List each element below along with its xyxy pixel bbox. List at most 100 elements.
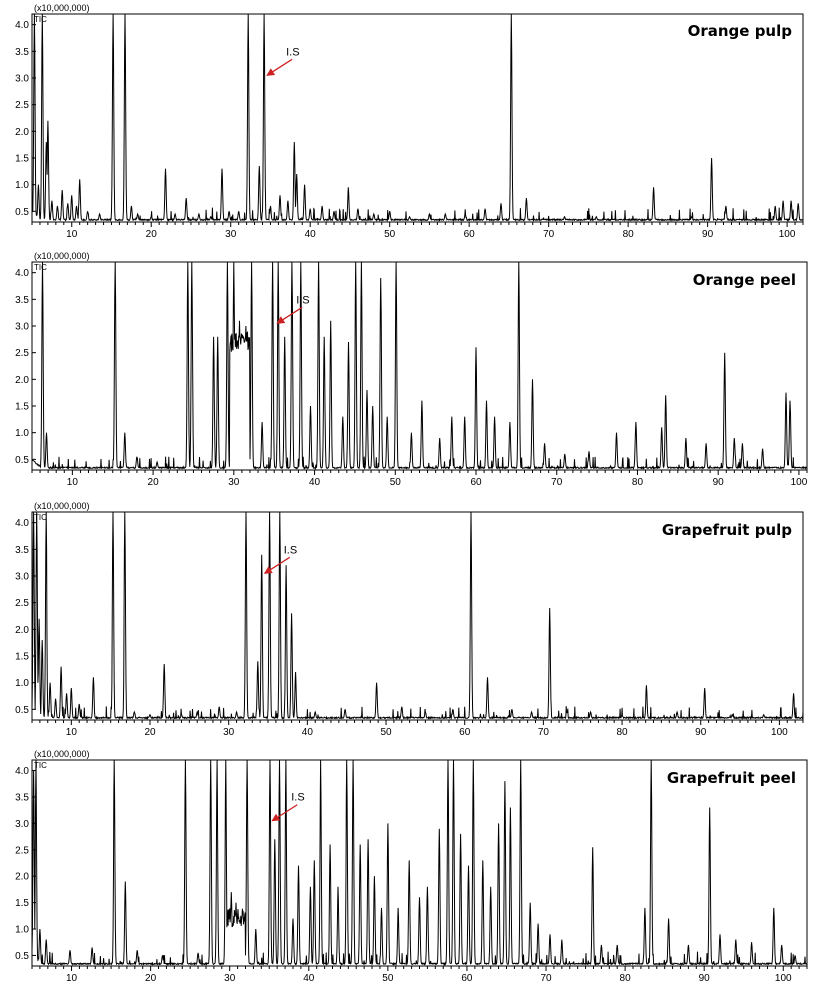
x-tick-label: 70: [551, 477, 563, 488]
x-tick-label: 30: [224, 973, 236, 984]
x-tick-label: 80: [616, 727, 628, 738]
tic-label: TIC: [34, 15, 47, 24]
x-axis: 10 20 30 40 50 60 70 80 90 100: [31, 966, 808, 984]
y-tick-label: 2.5: [15, 845, 29, 856]
x-tick-label: 20: [145, 973, 157, 984]
panel-title: Grapefruit peel: [667, 769, 796, 787]
y-tick-label: 2.0: [15, 872, 29, 883]
y-tick-label: 0.5: [15, 951, 29, 962]
y-tick-label: 2.5: [15, 598, 29, 609]
tic-label: TIC: [34, 513, 47, 522]
is-arrow-icon: [263, 556, 291, 574]
panel-title: Orange pulp: [688, 22, 793, 40]
y-tick-label: 1.5: [15, 402, 29, 413]
tic-label: TIC: [34, 761, 47, 770]
x-tick-label: 90: [695, 727, 707, 738]
y-tick-label: 2.0: [15, 375, 29, 386]
y-tick-label: 2.5: [15, 348, 29, 359]
y-tick-label: 4.0: [15, 20, 29, 31]
x-tick-label: 50: [384, 229, 396, 240]
x-tick-label: 70: [543, 229, 555, 240]
plot-frame: [31, 13, 804, 223]
x-tick-label: 40: [305, 229, 317, 240]
y-tick-label: 1.0: [15, 925, 29, 936]
x-tick-label: 70: [538, 727, 550, 738]
x-tick-label: 60: [459, 727, 471, 738]
y-tick-label: 4.0: [15, 268, 29, 279]
is-arrow-icon: [271, 804, 298, 822]
x-tick-label: 20: [144, 727, 156, 738]
y-tick-label: 4.0: [15, 518, 29, 529]
y-tick-label: 3.5: [15, 792, 29, 803]
y-tick-label: 2.5: [15, 100, 29, 111]
y-tick-label: 3.5: [15, 295, 29, 306]
x-tick-label: 60: [461, 973, 473, 984]
y-tick-label: 3.0: [15, 572, 29, 583]
y-tick-label: 4.0: [15, 766, 29, 777]
y-tick-label: 1.0: [15, 428, 29, 439]
x-tick-label: 80: [623, 229, 635, 240]
panel-title: Grapefruit pulp: [662, 521, 792, 539]
y-tick-label: 3.0: [15, 819, 29, 830]
chromatogram-panel-orange-pulp: 0.5 1.0 1.5 2.0 2.5 3.0 3.5 4.0 10 20 30 40 50 60 70 8…: [15, 3, 804, 240]
x-axis: 10 20 30 40 50 60 70 80 90 100: [31, 720, 804, 738]
x-tick-label: 30: [225, 229, 237, 240]
is-arrow-icon: [266, 58, 293, 76]
x-tick-label: 100: [779, 229, 796, 240]
x-tick-label: 50: [382, 973, 394, 984]
x-tick-label: 100: [775, 973, 792, 984]
y-multiplier-label: (x10,000,000): [34, 251, 90, 261]
x-tick-label: 90: [713, 477, 725, 488]
y-axis: 0.5 1.0 1.5 2.0 2.5 3.0 3.5 4.0: [15, 20, 36, 218]
x-tick-label: 60: [464, 229, 476, 240]
x-axis: 10 20 30 40 50 60 70 80 90 100: [31, 470, 808, 488]
panel-title: Orange peel: [693, 271, 796, 289]
x-tick-label: 80: [632, 477, 644, 488]
y-tick-label: 2.0: [15, 127, 29, 138]
y-tick-label: 2.0: [15, 625, 29, 636]
y-tick-label: 0.5: [15, 705, 29, 716]
is-annotation-label: I.S: [296, 294, 309, 306]
x-tick-label: 50: [390, 477, 402, 488]
is-arrow-icon: [276, 306, 303, 324]
x-tick-label: 80: [620, 973, 632, 984]
x-tick-label: 10: [66, 973, 78, 984]
y-tick-label: 0.5: [15, 455, 29, 466]
y-multiplier-label: (x10,000,000): [34, 501, 90, 511]
x-tick-label: 30: [228, 477, 240, 488]
chromatogram-panel-orange-peel: 0.5 1.0 1.5 2.0 2.5 3.0 3.5 4.0 10 20 30 40 50 60 70 8…: [15, 251, 808, 488]
is-annotation-label: I.S: [286, 46, 299, 58]
tic-trace-line: [31, 511, 804, 721]
y-tick-label: 1.5: [15, 154, 29, 165]
x-tick-label: 40: [302, 727, 314, 738]
y-tick-label: 1.5: [15, 898, 29, 909]
y-tick-label: 3.5: [15, 545, 29, 556]
x-tick-label: 20: [148, 477, 160, 488]
x-tick-label: 60: [470, 477, 482, 488]
y-multiplier-label: (x10,000,000): [34, 749, 90, 759]
y-axis: 0.5 1.0 1.5 2.0 2.5 3.0 3.5 4.0: [15, 268, 36, 466]
chromatogram-panel-grapefruit-pulp: 0.5 1.0 1.5 2.0 2.5 3.0 3.5 4.0 10 20 30 40 50 60 70 8…: [15, 501, 804, 738]
x-tick-label: 90: [702, 229, 714, 240]
tic-trace-line: [31, 759, 808, 967]
x-tick-label: 30: [223, 727, 235, 738]
tic-label: TIC: [34, 263, 47, 272]
is-annotation-label: I.S: [284, 544, 297, 556]
x-tick-label: 10: [66, 229, 78, 240]
plot-frame: [31, 511, 804, 721]
x-tick-label: 100: [791, 477, 808, 488]
is-annotation-label: I.S: [291, 792, 304, 804]
chromatogram-panel-grapefruit-peel: 0.5 1.0 1.5 2.0 2.5 3.0 3.5 4.0 10 20 30 40 50 60 70 8…: [15, 749, 808, 984]
plot-frame: [31, 759, 808, 967]
y-tick-label: 1.0: [15, 678, 29, 689]
x-tick-label: 10: [66, 727, 78, 738]
y-tick-label: 3.5: [15, 47, 29, 58]
x-tick-label: 40: [309, 477, 321, 488]
x-tick-label: 90: [699, 973, 711, 984]
tic-trace-line: [31, 13, 804, 223]
y-multiplier-label: (x10,000,000): [34, 3, 90, 13]
y-tick-label: 1.5: [15, 652, 29, 663]
x-tick-label: 10: [67, 477, 79, 488]
y-tick-label: 1.0: [15, 180, 29, 191]
